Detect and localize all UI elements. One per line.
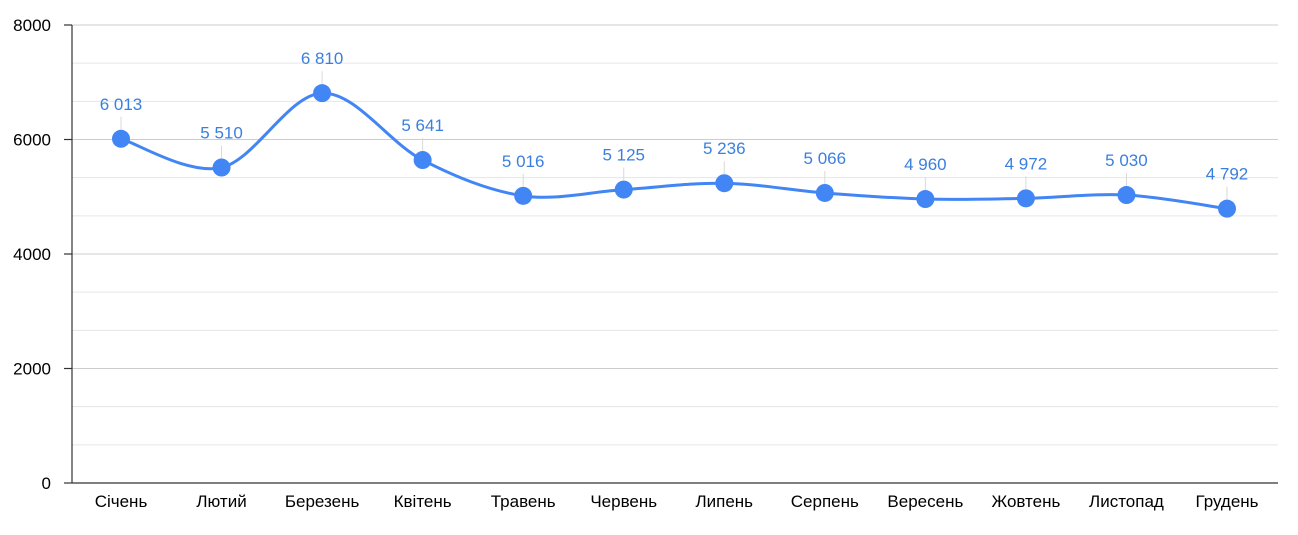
data-label: 5 236 [703, 139, 746, 158]
data-label: 6 013 [100, 95, 143, 114]
x-category-labels: Січень Лютий Березень Квітень Травень Червень… [95, 492, 1259, 511]
data-labels: 6 013 5 510 6 810 5 641 5 016 5 125 5 236 5 066… [100, 49, 1249, 200]
y-tick-label: 6000 [13, 131, 51, 150]
x-category-label: Травень [491, 492, 556, 511]
data-point[interactable] [1016, 189, 1035, 208]
data-point[interactable] [614, 180, 633, 199]
data-point[interactable] [1117, 186, 1136, 205]
x-category-label: Квітень [394, 492, 452, 511]
x-category-label: Січень [95, 492, 148, 511]
axes [64, 24, 1278, 484]
data-point[interactable] [916, 190, 935, 209]
x-category-label: Лютий [196, 492, 246, 511]
x-category-label: Грудень [1195, 492, 1258, 511]
grid-lines [72, 24, 1278, 446]
data-point[interactable] [112, 129, 130, 148]
data-point[interactable] [514, 186, 533, 205]
x-category-label: Серпень [791, 492, 859, 511]
data-label: 4 960 [904, 155, 947, 174]
y-tick-label: 8000 [13, 16, 51, 35]
data-point[interactable] [413, 151, 432, 170]
series-line-layer [119, 91, 1229, 211]
x-category-label: Червень [590, 492, 657, 511]
x-category-label: Жовтень [991, 492, 1060, 511]
y-tick-label: 0 [42, 474, 51, 493]
data-label: 5 030 [1105, 151, 1148, 170]
data-point[interactable] [715, 174, 734, 193]
data-points [112, 84, 1236, 218]
y-tick-labels: 0 2000 4000 6000 8000 [13, 16, 51, 493]
y-tick-label: 4000 [13, 245, 51, 264]
y-tick-label: 2000 [13, 360, 51, 379]
series-line [119, 91, 1229, 211]
data-point[interactable] [212, 158, 231, 177]
data-label: 6 810 [301, 49, 344, 68]
data-label: 4 792 [1206, 165, 1249, 184]
data-point[interactable] [313, 84, 332, 103]
data-label: 5 510 [200, 124, 243, 143]
data-label: 5 066 [804, 149, 847, 168]
x-category-label: Вересень [887, 492, 963, 511]
data-point[interactable] [815, 183, 834, 202]
x-category-label: Липень [695, 492, 753, 511]
x-category-label: Листопад [1089, 492, 1164, 511]
data-label: 5 641 [401, 116, 444, 135]
data-point[interactable] [1218, 199, 1236, 218]
data-label: 5 125 [602, 146, 645, 165]
x-category-label: Березень [285, 492, 360, 511]
data-label: 5 016 [502, 152, 545, 171]
data-label: 4 972 [1005, 154, 1048, 173]
